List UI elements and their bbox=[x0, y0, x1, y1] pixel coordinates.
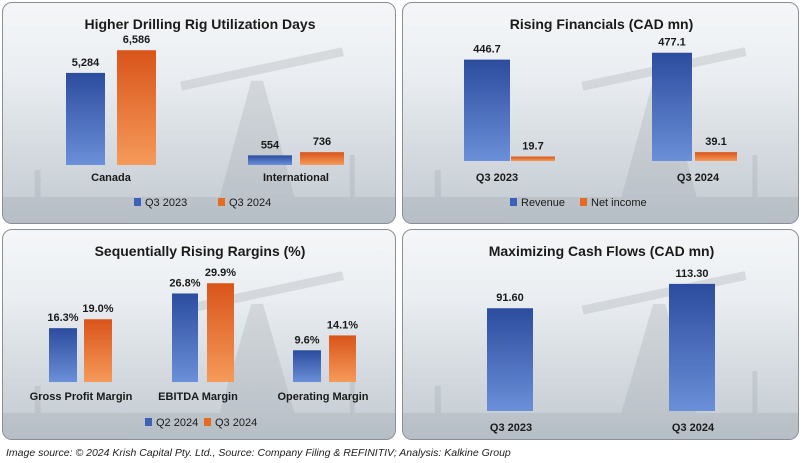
legend-label-q3-2024: Q3 2024 bbox=[229, 197, 271, 209]
data-label: 9.6% bbox=[294, 334, 319, 346]
bar-q3-2024-revenue bbox=[652, 52, 692, 161]
data-label: 736 bbox=[313, 136, 331, 148]
data-label: 554 bbox=[261, 139, 280, 151]
category-label: International bbox=[263, 172, 329, 184]
data-label: 113.30 bbox=[675, 268, 708, 280]
data-label: 16.3% bbox=[47, 312, 78, 324]
legend-swatch-q3-2024 bbox=[218, 198, 225, 206]
category-label: Q3 2024 bbox=[677, 172, 720, 184]
bar-canada-q3-2024 bbox=[117, 50, 156, 166]
chart-panel-margins: Sequentially Rising Rargins (%) 16.3% 26.8… bbox=[2, 229, 396, 440]
data-label: 91.60 bbox=[496, 292, 524, 304]
chart-margins: Sequentially Rising Rargins (%) 16.3% 26.8… bbox=[3, 230, 395, 439]
bar-q3-2023-revenue bbox=[464, 59, 510, 161]
chart-panel-financials: Rising Financials (CAD mn) 446.7 477.1 19.7… bbox=[402, 2, 799, 224]
legend-label-net-income: Net income bbox=[591, 197, 647, 209]
data-label: 19.7 bbox=[522, 141, 543, 153]
category-label: Q3 2023 bbox=[476, 172, 518, 184]
chart-title: Maximizing Cash Flows (CAD mn) bbox=[489, 243, 715, 259]
category-label: Gross Profit Margin bbox=[30, 391, 133, 403]
data-label: 14.1% bbox=[327, 319, 358, 331]
legend-swatch-q3-2024 bbox=[204, 418, 211, 426]
bar-q3-2024-cash-flow bbox=[669, 283, 715, 411]
bar-q3-2024-net-income bbox=[695, 152, 737, 161]
category-label: Q3 2024 bbox=[672, 422, 715, 434]
data-label: 19.0% bbox=[82, 303, 113, 315]
data-label: 39.1 bbox=[705, 136, 726, 148]
legend-label-q2-2024: Q2 2024 bbox=[156, 417, 198, 429]
background-haze bbox=[3, 3, 395, 223]
data-label: 5,284 bbox=[72, 57, 100, 69]
data-label: 446.7 bbox=[473, 44, 501, 56]
category-label: EBITDA Margin bbox=[158, 391, 238, 403]
chart-title: Higher Drilling Rig Utilization Days bbox=[84, 16, 315, 32]
bar-q3-2023-cash-flow bbox=[487, 308, 533, 411]
bar-ebitda-margin-q2-2024 bbox=[172, 293, 198, 382]
chart-panel-rig-utilization: Higher Drilling Rig Utilization Days 5,28… bbox=[2, 2, 396, 224]
bar-operating-margin-q2-2024 bbox=[293, 350, 321, 382]
legend-label-q3-2023: Q3 2023 bbox=[145, 197, 187, 209]
chart-financials: Rising Financials (CAD mn) 446.7 477.1 19.7… bbox=[403, 3, 798, 223]
bar-international-q3-2024 bbox=[300, 152, 344, 165]
chart-rig-utilization: Higher Drilling Rig Utilization Days 5,28… bbox=[3, 3, 395, 223]
background-haze bbox=[403, 230, 798, 439]
data-label: 477.1 bbox=[658, 37, 686, 49]
chart-title: Sequentially Rising Rargins (%) bbox=[95, 243, 306, 259]
bar-ebitda-margin-q3-2024 bbox=[207, 283, 234, 382]
bar-international-q3-2023 bbox=[248, 155, 292, 165]
bar-gross-profit-margin-q3-2024 bbox=[84, 319, 112, 382]
legend-label-q3-2024: Q3 2024 bbox=[215, 417, 257, 429]
legend-swatch-q2-2024 bbox=[145, 418, 152, 426]
bar-canada-q3-2023 bbox=[66, 72, 105, 165]
category-label: Canada bbox=[91, 172, 132, 184]
chart-title: Rising Financials (CAD mn) bbox=[510, 16, 694, 32]
chart-cash-flows: Maximizing Cash Flows (CAD mn) 91.60 113.3… bbox=[403, 230, 798, 439]
category-label: Operating Margin bbox=[277, 391, 368, 403]
data-label: 6,586 bbox=[123, 34, 151, 46]
category-label: Q3 2023 bbox=[490, 422, 532, 434]
chart-panel-cash-flows: Maximizing Cash Flows (CAD mn) 91.60 113.3… bbox=[402, 229, 799, 440]
data-label: 29.9% bbox=[205, 267, 236, 279]
legend-label-revenue: Revenue bbox=[521, 197, 565, 209]
legend-swatch-revenue bbox=[510, 198, 517, 206]
bar-gross-profit-margin-q2-2024 bbox=[49, 328, 77, 382]
data-label: 26.8% bbox=[169, 277, 200, 289]
source-note: Image source: © 2024 Krish Capital Pty. … bbox=[6, 447, 511, 459]
bar-q3-2023-net-income bbox=[511, 156, 555, 161]
bar-operating-margin-q3-2024 bbox=[329, 335, 356, 382]
background-haze bbox=[403, 3, 798, 223]
legend-swatch-q3-2023 bbox=[134, 198, 141, 206]
legend-swatch-net-income bbox=[580, 198, 587, 206]
